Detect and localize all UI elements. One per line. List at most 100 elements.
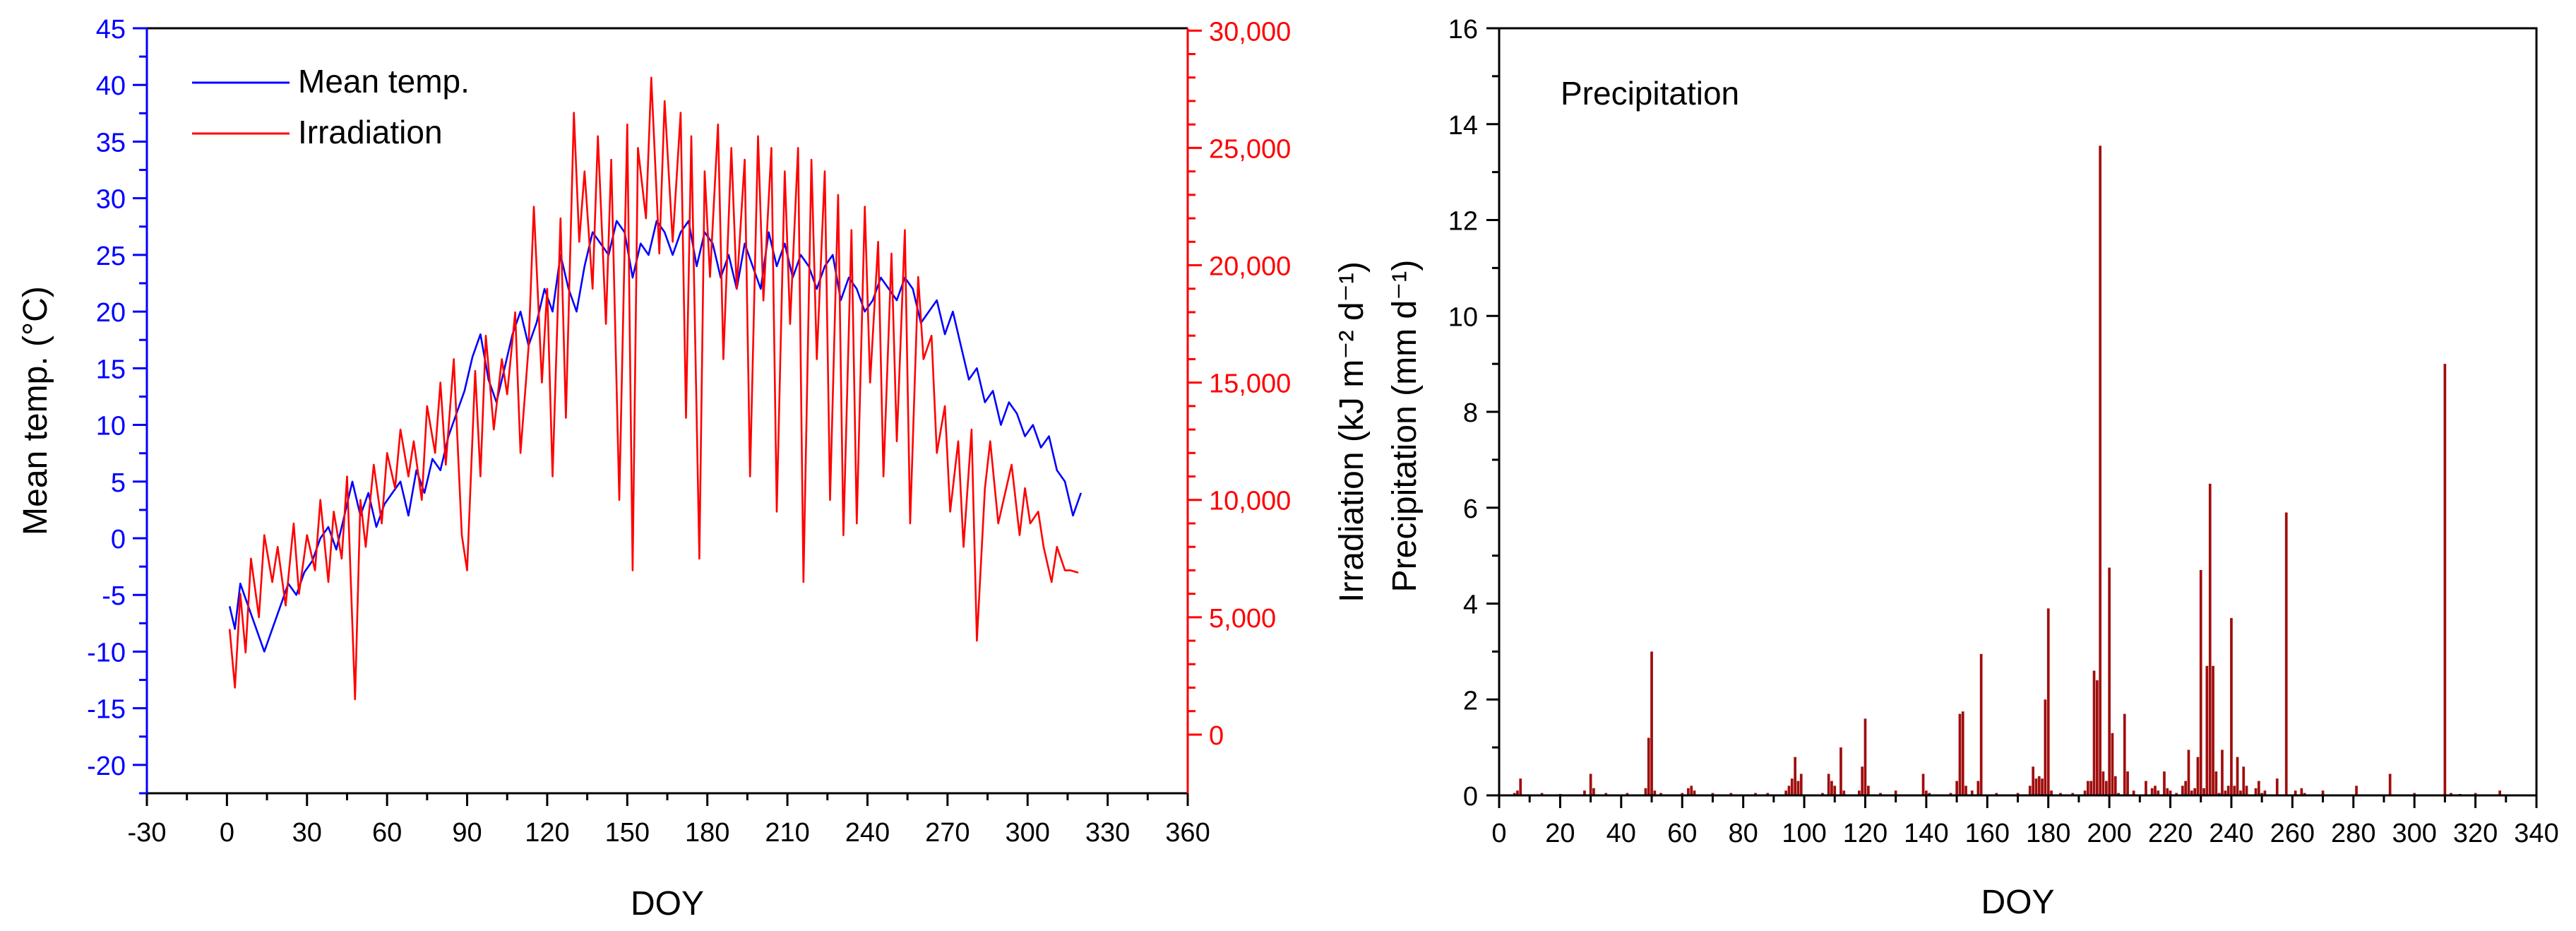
y2-axis-label: Irradiation (kJ m⁻² d⁻¹): [1333, 261, 1371, 603]
bar: [1995, 793, 1998, 795]
bar: [2123, 713, 2126, 795]
bar: [2208, 483, 2212, 795]
bar: [2166, 788, 2169, 795]
bar: [1647, 737, 1650, 795]
bar: [1961, 711, 1964, 795]
y-tick-label: 10: [96, 412, 126, 441]
x-tick-label: 340: [2514, 819, 2558, 848]
bar: [2175, 793, 2178, 795]
y-tick-label: 30: [96, 185, 126, 215]
bar: [2111, 733, 2114, 795]
x-tick-label: 30: [292, 818, 322, 848]
y-tick-label: 20: [96, 298, 126, 328]
y-tick-label: -5: [102, 581, 126, 611]
bar: [2443, 364, 2447, 795]
bar: [1970, 790, 1974, 795]
bar: [1687, 788, 1690, 795]
x-tick-label: 120: [525, 818, 569, 848]
bar: [2032, 766, 2034, 795]
bar: [1681, 793, 1684, 795]
bar: [2099, 146, 2101, 796]
bar: [2254, 788, 2258, 795]
series-line-mean-temp: [228, 220, 1083, 653]
y-tick-label: 10: [1448, 302, 1478, 332]
bar: [2132, 790, 2135, 795]
bar: [2226, 785, 2230, 795]
y-tick-label: 8: [1463, 398, 1478, 428]
bar: [2154, 785, 2157, 795]
bar: [2212, 665, 2214, 795]
bar: [2050, 790, 2053, 795]
bar: [2181, 785, 2184, 795]
bar: [2108, 567, 2111, 795]
x-tick-label: 240: [2209, 819, 2253, 848]
x-tick-label: 200: [2087, 819, 2131, 848]
y-tick-label: 40: [96, 71, 126, 101]
x-axis-label: DOY: [631, 885, 704, 923]
x-tick-label: 260: [2270, 819, 2315, 848]
bar: [1867, 785, 1870, 795]
bar: [2388, 773, 2392, 795]
bar: [1861, 766, 1864, 795]
legend-label-mean-temp: Mean temp.: [298, 63, 470, 100]
bar: [1540, 793, 1544, 795]
y-tick-label: 4: [1463, 591, 1478, 620]
bar: [2028, 785, 2032, 795]
x-tick-label: 120: [1843, 819, 1888, 848]
y-axis-label: Mean temp. (°C): [17, 286, 54, 535]
x-tick-label: 210: [765, 818, 809, 848]
bar: [2284, 512, 2288, 795]
bar: [1964, 785, 1967, 795]
bar: [1794, 757, 1796, 795]
bar: [1653, 790, 1657, 795]
x-tick-label: 280: [2331, 819, 2375, 848]
bar: [2230, 617, 2233, 795]
temperature-irradiation-chart: -30 0 30 60 90 120 150 180 210 240 270 300 330 360454…: [17, 15, 1371, 923]
y-tick-label: 0: [1463, 782, 1478, 812]
bar: [2450, 793, 2452, 795]
x-tick-label: 60: [372, 818, 402, 848]
bar: [2202, 788, 2205, 795]
bar: [1729, 793, 1733, 795]
y-tick-label: 25: [96, 242, 126, 271]
y-tick-label: 35: [96, 128, 126, 158]
y-tick-label: 5: [111, 468, 126, 498]
x-tick-label: 80: [1729, 819, 1758, 848]
x-tick-label: -30: [128, 818, 167, 848]
bar: [2046, 608, 2050, 795]
bar: [1842, 790, 1846, 795]
bar: [1864, 718, 1867, 795]
bar: [2300, 788, 2303, 795]
x-tick-label: 160: [1965, 819, 2010, 848]
bar: [2016, 793, 2020, 795]
bar: [2413, 793, 2416, 795]
bar: [2263, 790, 2267, 795]
y2-tick-label: 10,000: [1209, 487, 1291, 516]
bar: [2275, 778, 2279, 795]
bar: [1821, 793, 1824, 795]
legend-label-irradiation: Irradiation: [298, 114, 443, 150]
y-tick-label: -10: [87, 638, 126, 668]
x-tick-label: 220: [2148, 819, 2193, 848]
x-tick-label: 140: [1904, 819, 1948, 848]
bar: [2196, 757, 2200, 795]
y-tick-label: 12: [1448, 207, 1478, 237]
bar: [2260, 793, 2263, 795]
bar: [1925, 790, 1928, 795]
bar: [1833, 785, 1837, 795]
bar: [2474, 793, 2477, 795]
x-tick-label: 330: [1085, 818, 1130, 848]
bar: [1589, 773, 1592, 795]
y-tick-label: -20: [87, 752, 126, 781]
bar: [2193, 788, 2196, 795]
x-tick-label: 320: [2453, 819, 2498, 848]
x-tick-label: 90: [452, 818, 482, 848]
bar: [1650, 651, 1653, 795]
bar: [1928, 793, 1931, 795]
y-tick-label: 14: [1448, 111, 1478, 141]
bar: [2083, 790, 2087, 795]
bar: [1711, 793, 1715, 795]
bar: [1659, 793, 1662, 795]
x-tick-label: 100: [1782, 819, 1826, 848]
bar: [2258, 781, 2260, 795]
